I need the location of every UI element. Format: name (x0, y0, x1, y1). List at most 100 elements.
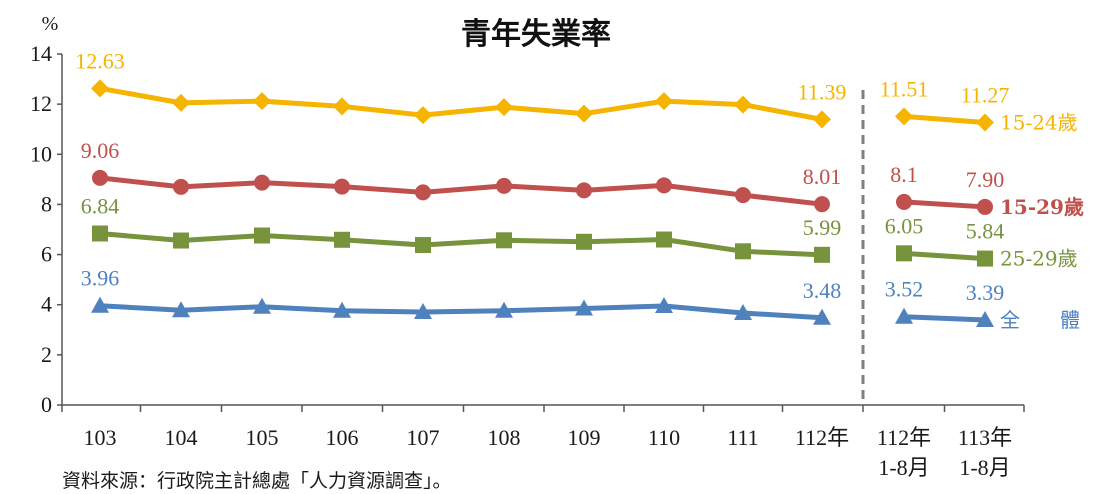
data-point-marker (91, 296, 109, 313)
y-tick-label: 6 (41, 242, 52, 267)
x-tick-label: 110 (648, 425, 680, 450)
data-point-marker (976, 113, 994, 132)
data-label: 5.84 (966, 219, 1005, 244)
data-point-marker (735, 243, 751, 260)
series-name-label: 25-29歲 (1000, 247, 1078, 271)
data-label: 3.39 (966, 280, 1005, 305)
data-point-marker (253, 92, 271, 111)
data-point-marker (334, 178, 350, 195)
data-point-marker (977, 250, 993, 267)
data-label: 5.99 (803, 215, 842, 240)
data-label: 11.51 (880, 76, 929, 101)
data-label: 3.96 (81, 266, 120, 291)
data-point-marker (495, 301, 513, 318)
data-point-marker (814, 196, 830, 213)
data-label: 12.63 (75, 48, 125, 73)
series-line (99, 85, 823, 122)
x-tick-label-line: 103 (84, 425, 117, 450)
data-point-marker (414, 106, 432, 125)
data-point-marker (813, 308, 831, 325)
data-point-marker (173, 178, 189, 195)
x-tick-label: 111 (727, 425, 758, 450)
source-note: 資料來源：行政院主計總處「人力資源調查」。 (62, 470, 452, 492)
data-point-marker (496, 177, 512, 194)
x-tick-label-line: 109 (568, 425, 601, 450)
y-axis-ticks: 0 2 4 6 8 10 12 14 (30, 41, 62, 417)
series-line (903, 113, 986, 125)
y-tick-label: 8 (41, 191, 52, 216)
x-tick-label-line: 1-8月 (878, 455, 929, 480)
y-tick-label: 4 (41, 292, 52, 317)
data-point-marker (333, 301, 351, 318)
series-line (99, 303, 823, 321)
data-point-marker (656, 177, 672, 194)
series-line (903, 314, 986, 323)
data-point-marker (575, 299, 593, 316)
x-tick-label-line: 105 (246, 425, 279, 450)
x-tick-label-line: 104 (165, 425, 198, 450)
data-point-marker (977, 198, 993, 215)
data-point-marker (895, 107, 913, 126)
data-point-marker (415, 237, 431, 254)
series-line (99, 231, 823, 258)
data-label: 11.39 (798, 79, 847, 104)
data-label: 8.1 (890, 162, 918, 187)
x-tick-label-line: 108 (488, 425, 521, 450)
x-tick-label: 112年 1-8月 (877, 425, 931, 480)
data-point-marker (334, 231, 350, 248)
series-square: 6.84 5.99 6.05 5.84 25-29歲 (81, 194, 1078, 271)
data-point-marker (734, 303, 752, 320)
data-point-marker (91, 79, 109, 98)
x-tick-label: 105 (246, 425, 279, 450)
x-tick-label: 113年 1-8月 (958, 425, 1012, 480)
series-diamond: 12.63 11.39 11.51 11.27 15-24歲 (75, 48, 1077, 134)
x-tick-label-line: 1-8月 (959, 455, 1010, 480)
data-label: 8.01 (803, 164, 842, 189)
y-tick-label: 14 (30, 41, 52, 66)
data-label: 7.90 (966, 167, 1005, 192)
data-point-marker (576, 233, 592, 250)
y-tick-label: 2 (41, 342, 52, 367)
series-line (903, 199, 986, 210)
x-tick-label-line: 111 (727, 425, 758, 450)
data-point-marker (496, 232, 512, 249)
series-name-label: 15-24歲 (1000, 110, 1078, 134)
data-label: 3.48 (803, 278, 842, 303)
data-point-marker (976, 311, 994, 328)
y-tick-label: 10 (30, 141, 52, 166)
x-tick-label-line: 106 (326, 425, 359, 450)
data-label: 3.52 (885, 277, 924, 302)
x-tick-label-line: 112年 (877, 425, 931, 450)
data-point-marker (415, 184, 431, 201)
x-tick-label: 107 (407, 425, 440, 450)
series-circle: 9.06 8.01 8.1 7.90 15-29歲 (81, 138, 1084, 219)
data-point-marker (495, 98, 513, 117)
data-point-marker (254, 174, 270, 191)
data-point-marker (575, 104, 593, 123)
data-point-marker (735, 187, 751, 204)
data-point-marker (896, 245, 912, 262)
chart-title: 青年失業率 (461, 17, 611, 52)
y-axis-unit: % (42, 13, 59, 35)
x-tick-label: 109 (568, 425, 601, 450)
x-axis-ticks: 103 104 105 106 107 108 109 110 111 112年 112年 1-8月1… (61, 405, 1025, 480)
data-point-marker (173, 232, 189, 249)
y-tick-label: 12 (30, 91, 52, 116)
series-triangle: 3.96 3.48 3.52 3.39 全 體 (81, 266, 1080, 332)
data-point-marker (655, 92, 673, 111)
data-point-marker (734, 95, 752, 114)
data-point-marker (414, 302, 432, 319)
series-layer: 12.63 11.39 11.51 11.27 15-24歲 9.06 8.01 8.1 7.9… (75, 48, 1084, 332)
data-point-marker (655, 296, 673, 313)
data-point-marker (253, 297, 271, 314)
x-tick-label: 104 (165, 425, 198, 450)
data-point-marker (254, 227, 270, 244)
data-point-marker (333, 97, 351, 116)
x-tick-label-line: 112年 (795, 425, 849, 450)
series-name-label: 全 體 (1000, 308, 1080, 332)
data-point-marker (92, 225, 108, 242)
data-point-marker (576, 182, 592, 199)
x-tick-label-line: 110 (648, 425, 680, 450)
x-tick-label: 103 (84, 425, 117, 450)
x-tick-label-line: 107 (407, 425, 440, 450)
